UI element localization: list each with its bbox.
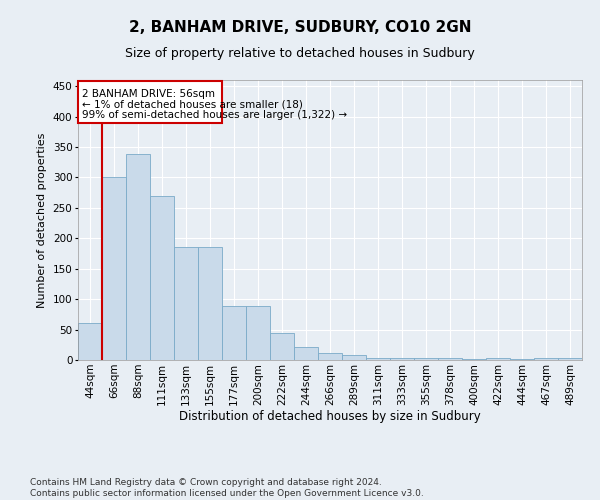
Bar — [222, 306, 246, 360]
Bar — [342, 355, 366, 360]
Bar — [174, 248, 198, 360]
Bar — [366, 358, 390, 360]
Text: 2, BANHAM DRIVE, SUDBURY, CO10 2GN: 2, BANHAM DRIVE, SUDBURY, CO10 2GN — [129, 20, 471, 35]
Bar — [558, 358, 582, 360]
Bar — [390, 358, 414, 360]
Bar — [294, 346, 318, 360]
Bar — [414, 358, 438, 360]
Text: 2 BANHAM DRIVE: 56sqm: 2 BANHAM DRIVE: 56sqm — [82, 88, 215, 99]
Bar — [246, 306, 270, 360]
FancyBboxPatch shape — [78, 81, 222, 122]
Text: Contains HM Land Registry data © Crown copyright and database right 2024.
Contai: Contains HM Land Registry data © Crown c… — [30, 478, 424, 498]
X-axis label: Distribution of detached houses by size in Sudbury: Distribution of detached houses by size … — [179, 410, 481, 424]
Bar — [270, 332, 294, 360]
Bar — [318, 352, 342, 360]
Bar — [102, 178, 126, 360]
Bar — [126, 154, 150, 360]
Y-axis label: Number of detached properties: Number of detached properties — [37, 132, 47, 308]
Bar — [534, 358, 558, 360]
Text: 99% of semi-detached houses are larger (1,322) →: 99% of semi-detached houses are larger (… — [82, 110, 347, 120]
Bar — [78, 324, 102, 360]
Text: ← 1% of detached houses are smaller (18): ← 1% of detached houses are smaller (18) — [82, 100, 302, 110]
Bar — [438, 358, 462, 360]
Bar — [198, 248, 222, 360]
Bar — [150, 196, 174, 360]
Bar — [486, 358, 510, 360]
Text: Size of property relative to detached houses in Sudbury: Size of property relative to detached ho… — [125, 48, 475, 60]
